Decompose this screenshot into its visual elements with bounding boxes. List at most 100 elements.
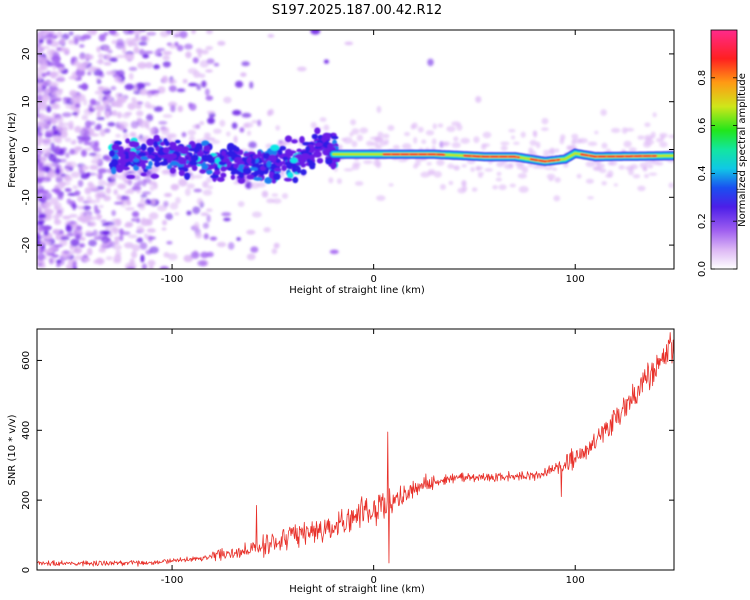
spectrogram-noise-blob: [105, 187, 112, 194]
spectrogram-halo-blob: [527, 163, 534, 168]
spectrogram-noise-blob: [37, 184, 43, 189]
spectrogram-noise-blob: [115, 54, 126, 59]
spectrogram-ridge-blob: [213, 169, 221, 176]
spectrogram-noise-blob: [102, 230, 111, 236]
spectrogram-noise-blob: [50, 142, 55, 148]
spectrogram-noise-blob: [54, 167, 61, 175]
spectrogram-halo-blob: [425, 130, 435, 136]
spectrogram-halo-blob: [610, 127, 621, 133]
spectrogram-noise-blob: [52, 51, 60, 60]
spectrogram-noise-blob: [86, 30, 97, 35]
snr-series-line: [37, 332, 674, 567]
spectrogram-halo-blob: [192, 124, 201, 130]
spectrogram-noise-blob: [65, 264, 73, 269]
spectrogram-noise-blob: [267, 34, 275, 38]
snr-plot-area: [37, 329, 674, 570]
spectrogram-ridge-blob: [115, 165, 124, 173]
spectrogram-ridge-blob: [169, 141, 177, 148]
spectrogram-halo-blob: [481, 143, 491, 147]
spectrogram-ridge-blob: [313, 150, 322, 158]
spectrogram-noise-blob: [127, 40, 134, 47]
spectrogram-noise-blob: [61, 112, 72, 118]
spectrogram-noise-blob: [234, 80, 244, 88]
spectrogram-noise-blob: [44, 208, 54, 215]
spectrogram-halo-blob: [398, 158, 408, 163]
spectrogram-halo-blob: [219, 119, 226, 127]
spectrogram-noise-blob: [125, 266, 136, 269]
spectrogram-noise-blob: [65, 168, 70, 173]
spectrogram-noise-blob: [209, 236, 218, 241]
spectrogram-halo-blob: [471, 187, 478, 192]
spectrogram-ridge-blob: [182, 167, 189, 172]
spectrogram-halo-blob: [186, 183, 195, 189]
spectrogram-ridge-blob: [274, 167, 282, 172]
spectrogram-noise-blob: [154, 49, 162, 57]
spectrogram-halo-blob: [384, 139, 389, 145]
spectrogram-noise-blob: [129, 131, 137, 138]
spectrogram-noise-blob: [52, 134, 62, 143]
spectrogram-ridge-blob: [141, 162, 147, 170]
spectrogram-halo-blob: [351, 164, 360, 171]
spectrogram-noise-blob: [77, 205, 85, 210]
spectrogram-noise-blob: [196, 49, 203, 54]
spectrogram-noise-blob: [109, 228, 120, 232]
spectrogram-noise-blob: [138, 49, 145, 56]
spectrogram-noise-blob: [169, 202, 179, 210]
spectrogram-noise-blob: [69, 148, 76, 155]
spectrogram-halo-blob: [244, 122, 254, 128]
spectrogram-halo-blob: [625, 165, 634, 171]
spectrogram-halo-blob: [343, 137, 353, 144]
spectrogram-ridge-blob: [147, 146, 155, 153]
spectrogram-noise-blob: [124, 83, 135, 91]
spectrogram-ridge-blob: [278, 149, 283, 156]
spectrogram-noise-blob: [75, 225, 83, 231]
spectrogram-ridge-blob: [117, 146, 124, 153]
spectrogram-noise-blob: [37, 248, 41, 252]
spectrogram-halo-blob: [323, 124, 330, 131]
spectrogram-noise-blob: [37, 85, 43, 92]
spectrogram-noise-blob: [66, 232, 75, 237]
snr-y-tick-label: 400: [21, 421, 32, 440]
spectrogram-noise-blob: [77, 179, 84, 188]
spectrogram-noise-blob: [216, 241, 227, 248]
spectrogram-halo-blob: [498, 184, 507, 191]
spectrogram-noise-blob: [46, 49, 54, 56]
spectrogram-noise-blob: [37, 142, 42, 147]
spectrogram-ridge-blob: [252, 154, 259, 159]
spectrogram-noise-blob: [50, 61, 55, 67]
spectrogram-noise-blob: [116, 97, 124, 104]
spectrogram-halo-blob: [563, 162, 569, 168]
spectrogram-noise-blob: [168, 101, 178, 108]
spectrogram-noise-blob: [184, 43, 193, 50]
spectrogram-halo-blob: [652, 112, 657, 118]
spectrogram-noise-blob: [181, 131, 187, 138]
spectrogram-noise-blob: [112, 258, 122, 264]
spectrogram-noise-blob: [205, 46, 214, 51]
spectrogram-ridge-blob: [150, 173, 160, 179]
spectrogram-halo-blob: [375, 144, 382, 150]
spectrogram-noise-blobs: [37, 30, 674, 269]
spectrogram-noise-blob: [75, 233, 82, 242]
spectrogram-noise-blob: [248, 141, 257, 149]
spectrogram-noise-blob: [56, 75, 65, 83]
spectrogram-noise-blob: [268, 108, 274, 116]
spectrogram-ridge-blob: [122, 166, 130, 171]
spectrogram-noise-blob: [74, 103, 81, 109]
spectrogram-noise-blob: [82, 98, 88, 106]
spectrogram-ridge-blob: [191, 165, 198, 171]
spectrogram-halo-blob: [161, 128, 170, 136]
spectrogram-ridge-blob: [216, 176, 225, 183]
spectrogram-noise-blob: [37, 232, 40, 236]
spectrogram-noise-blob: [123, 242, 134, 249]
spectrogram-noise-blob: [140, 254, 145, 263]
spectrogram-noise-blob: [261, 190, 269, 198]
spectrogram-noise-blob: [51, 189, 60, 193]
spectrogram-noise-blob: [84, 120, 92, 129]
spectrogram-noise-blob: [84, 147, 92, 152]
spectrogram-noise-blob: [202, 189, 213, 196]
snr-axes: -100 0 100 0 200 400 600: [21, 329, 674, 586]
spectrogram-halo-blob: [605, 174, 613, 178]
spectrogram-halo-blob: [632, 174, 641, 179]
spectrogram-ridge-blob: [190, 154, 199, 162]
spectrogram-noise-blob: [105, 155, 110, 162]
